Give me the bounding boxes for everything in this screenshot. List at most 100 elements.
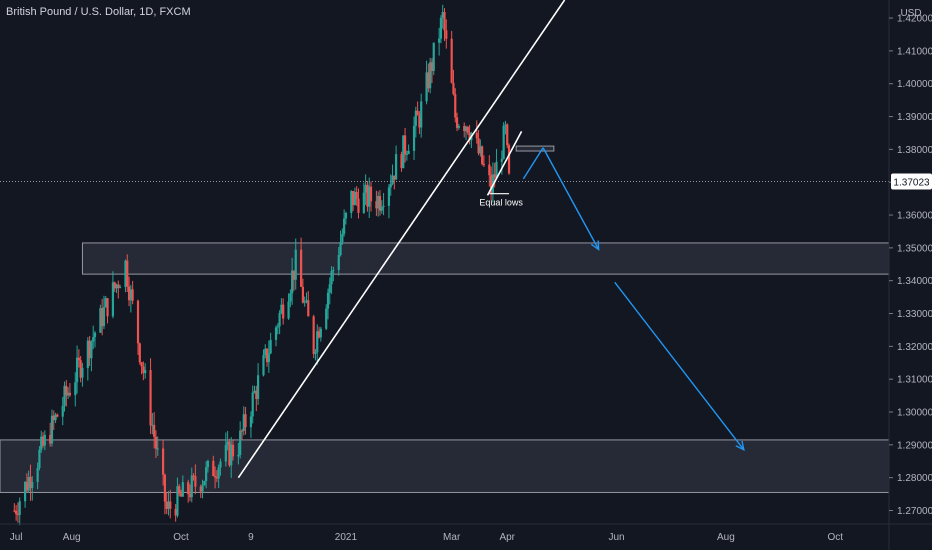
candle-body (154, 436, 158, 449)
candle-body (217, 467, 220, 479)
candle-body (262, 355, 265, 376)
chart-title: British Pound / U.S. Dollar, 1D, FXCM (6, 6, 191, 18)
candle-body (287, 301, 290, 319)
wedge-trendline (486, 130, 523, 196)
projection-down-leg-1-head (590, 240, 600, 251)
candle-body (369, 186, 373, 202)
price-tick-label: 1.34000 (897, 276, 932, 287)
candle-body (500, 158, 503, 162)
candle-body (430, 62, 434, 71)
candle-body (149, 370, 152, 426)
candle-body (332, 270, 335, 272)
candle-body (18, 501, 21, 516)
candle-body (450, 38, 453, 83)
candle-body (15, 510, 18, 515)
candle-body (29, 476, 32, 489)
candle-body (420, 101, 423, 128)
zone-3 (515, 145, 555, 152)
candle-body (36, 468, 39, 483)
candle-body (63, 385, 66, 406)
candle-body (237, 454, 240, 457)
candle-body (400, 154, 403, 169)
candle-body (142, 366, 145, 374)
candle-body (339, 242, 342, 256)
candle-body (395, 154, 398, 180)
candle-body (174, 508, 177, 516)
candle-body (205, 467, 208, 482)
candle-body (31, 482, 34, 489)
price-tick-label: 1.32000 (897, 342, 932, 353)
price-tick-label: 1.31000 (897, 375, 932, 386)
candle-body (231, 444, 235, 457)
candle-body (357, 198, 360, 213)
candle-body (466, 126, 469, 133)
candle-body (244, 414, 247, 428)
candle-body (136, 300, 140, 344)
candle-body (330, 270, 333, 285)
time-tick-label: 9 (248, 532, 254, 543)
candle-body (79, 360, 82, 378)
candle-body (77, 357, 80, 361)
candle-body (138, 343, 141, 363)
candle-body (61, 405, 64, 417)
candle-body (355, 191, 358, 199)
candle-body (178, 486, 181, 494)
price-tick-label: 1.41000 (897, 46, 932, 57)
candle-body (167, 501, 170, 509)
time-axis[interactable]: Jul Aug Oct 9 2021 Mar Apr Jun Aug Oct (0, 523, 932, 543)
candle-body (454, 93, 457, 118)
time-tick-label: Oct (827, 532, 843, 543)
price-tick-label: 1.29000 (897, 440, 932, 451)
candle-body (190, 475, 193, 498)
candle-body (242, 414, 245, 432)
candle-body (267, 353, 270, 363)
candle-body (468, 132, 471, 141)
candle-body (380, 206, 383, 211)
candle-body (102, 307, 106, 327)
candle-body (377, 195, 380, 209)
candle-body (40, 436, 43, 450)
time-tick-label: Aug (717, 532, 735, 543)
candle-body (239, 430, 242, 455)
candle-body (326, 292, 330, 309)
candle-body (118, 286, 122, 289)
candle-body (328, 284, 331, 293)
candle-body (375, 201, 378, 209)
candle-body (351, 191, 355, 206)
candle-body (303, 301, 306, 303)
price-tick-label: 1.38000 (897, 145, 932, 156)
candle-body (294, 249, 297, 280)
candle-body (364, 184, 367, 193)
candle-body (445, 30, 448, 39)
candle-body (389, 183, 392, 188)
projection-down-leg-1 (542, 147, 600, 250)
candle-body (443, 12, 446, 31)
candle-body (224, 444, 227, 462)
candle-body (291, 270, 294, 294)
candle-body (301, 286, 305, 303)
price-tick-label: 1.40000 (897, 79, 932, 90)
candle-body (74, 382, 77, 396)
candle-body (181, 482, 184, 497)
candle-body (429, 62, 432, 89)
current-price-badge (891, 173, 932, 190)
price-tick-label: 1.28000 (897, 473, 932, 484)
candle-body (463, 126, 466, 132)
candle-body (455, 117, 459, 128)
time-tick-label: Oct (173, 532, 189, 543)
candle-body (438, 38, 441, 43)
candle-body (49, 434, 52, 444)
candle-body (124, 260, 127, 287)
candle-body (493, 174, 496, 178)
candle-body (337, 255, 340, 271)
candle-body (350, 191, 353, 213)
candle-body (425, 72, 428, 102)
candle-body (256, 375, 260, 400)
candle-body (325, 308, 328, 329)
candle-body (249, 416, 253, 428)
candle-body (292, 270, 296, 280)
candle-body (362, 192, 365, 213)
candle-body (387, 187, 391, 206)
